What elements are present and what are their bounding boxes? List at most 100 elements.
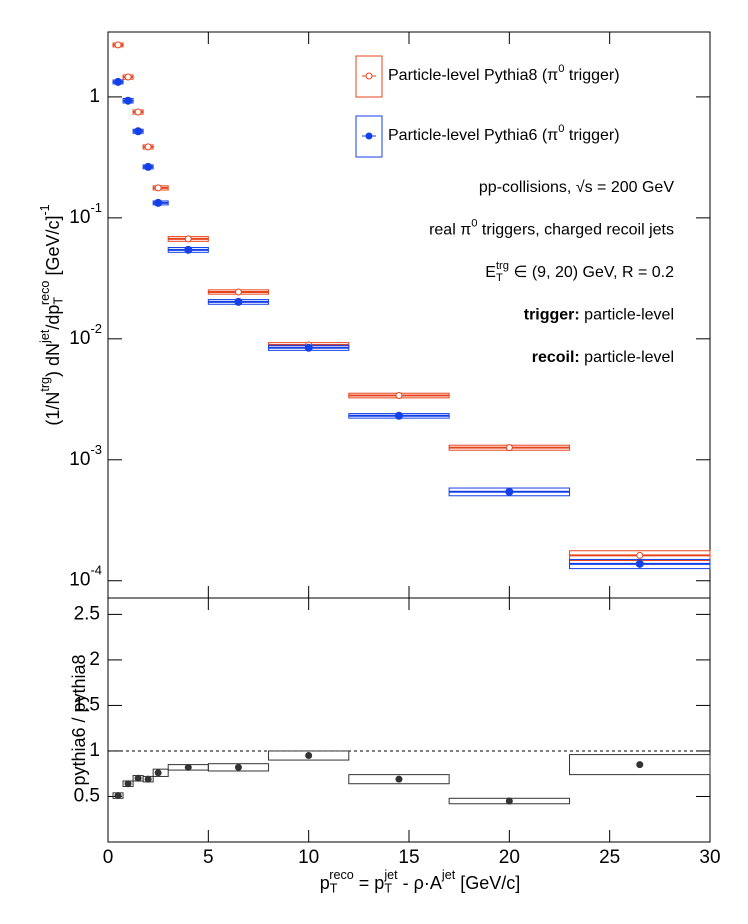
x-tick-label: 0 xyxy=(103,847,114,868)
text-run: trigger) xyxy=(564,67,619,84)
text-run: T xyxy=(330,882,338,896)
text-run: T xyxy=(496,272,503,284)
text-run: - ρ·A xyxy=(398,873,442,893)
text-run: E xyxy=(485,264,496,281)
marker xyxy=(134,774,142,782)
marker xyxy=(114,792,122,800)
rich-text: (1/Ntrg) dNjet/dpTreco [GeV/c]-1 xyxy=(38,204,66,425)
sys-box xyxy=(569,754,711,776)
sys-box xyxy=(268,750,350,761)
x-tick-label: 15 xyxy=(398,847,419,868)
marker xyxy=(304,343,313,352)
marker xyxy=(154,769,162,777)
marker xyxy=(636,761,644,769)
tick-base: 10 xyxy=(69,570,90,591)
marker xyxy=(635,559,644,568)
text-run: recoil: xyxy=(532,349,580,366)
marker xyxy=(184,245,193,254)
tick-exponent: -4 xyxy=(90,563,102,578)
rich-text: ETtrg ∈ (9, 20) GeV, R = 0.2 xyxy=(485,260,674,284)
y-tick-label: 0.5 xyxy=(74,785,100,806)
x-tick-label: 30 xyxy=(699,847,720,868)
text-run: pp-collisions, √s = 200 GeV xyxy=(479,179,674,196)
legend-box xyxy=(355,55,383,98)
rich-text: recoil: particle-level xyxy=(532,349,674,366)
text-run: trg xyxy=(38,377,52,392)
y-tick-label: 1 xyxy=(89,740,100,761)
text-run: real π xyxy=(429,222,471,239)
text-run: (1/N xyxy=(43,392,63,426)
text-run: T xyxy=(384,882,392,896)
marker xyxy=(144,143,152,151)
rich-text: pythia6 / pythia8 xyxy=(69,654,89,785)
text-run: T xyxy=(52,297,66,305)
text-run: trigger: xyxy=(524,307,580,324)
tick-exponent: -1 xyxy=(90,200,102,215)
sys-box xyxy=(152,768,169,777)
rich-text: pp-collisions, √s = 200 GeV xyxy=(479,179,674,196)
text-run: -1 xyxy=(38,204,52,215)
text-run: particle-level xyxy=(580,307,674,324)
text-run: jet xyxy=(38,329,52,344)
marker xyxy=(305,752,313,760)
tick-exponent: -3 xyxy=(90,442,102,457)
text-run: trigger) xyxy=(564,127,619,144)
marker xyxy=(114,41,122,49)
sys-box xyxy=(207,763,270,772)
marker xyxy=(395,775,403,783)
tick-base: 10 xyxy=(69,328,90,349)
y-tick-label: 10-3 xyxy=(69,442,102,470)
text-run: 0 xyxy=(558,63,564,75)
text-run: reco xyxy=(329,868,354,882)
y-tick-label: 10-4 xyxy=(69,563,102,591)
text-run: p xyxy=(320,873,330,893)
marker xyxy=(114,77,123,86)
text-run: ∈ (9, 20) GeV, R = 0.2 xyxy=(509,264,674,281)
text-run: ) dN xyxy=(43,343,63,377)
marker xyxy=(395,391,403,399)
rich-text: Particle-level Pythia6 (π0 trigger) xyxy=(388,123,620,144)
text-run: jet xyxy=(383,868,398,882)
marker xyxy=(134,108,142,116)
legend-marker xyxy=(365,72,373,80)
rich-text: pTreco = pTjet - ρ·Ajet [GeV/c] xyxy=(320,868,520,896)
text-run: 0 xyxy=(471,217,477,229)
text-run: trg xyxy=(496,260,509,272)
marker xyxy=(505,444,513,452)
marker xyxy=(394,411,403,420)
marker xyxy=(234,288,242,296)
marker xyxy=(134,127,143,136)
marker xyxy=(505,487,514,496)
text-run: triggers, charged recoil jets xyxy=(477,222,674,239)
marker xyxy=(184,763,192,771)
text-run: /dp xyxy=(43,305,63,330)
text-run: = p xyxy=(354,873,385,893)
y-tick-label: 10-1 xyxy=(69,200,102,228)
y-tick-label: 2.5 xyxy=(74,603,100,624)
marker xyxy=(234,763,242,771)
x-tick-label: 20 xyxy=(499,847,520,868)
legend-marker xyxy=(365,132,373,140)
tick-exponent: -2 xyxy=(90,321,102,336)
text-run: Particle-level Pythia6 (π xyxy=(388,127,558,144)
sys-box xyxy=(348,774,450,785)
marker xyxy=(124,73,132,81)
legend-box xyxy=(355,115,383,158)
text-run: [GeV/c] xyxy=(455,873,520,893)
text-run: Particle-level Pythia8 (π xyxy=(388,67,558,84)
y-tick-label: 2 xyxy=(89,649,100,670)
x-tick-label: 25 xyxy=(599,847,620,868)
text-run: particle-level xyxy=(580,349,674,366)
x-tick-label: 10 xyxy=(298,847,319,868)
rich-text: Particle-level Pythia8 (π0 trigger) xyxy=(388,63,620,84)
tick-base: 10 xyxy=(69,449,90,470)
tick-base: 10 xyxy=(69,207,90,228)
plot-frame xyxy=(107,597,711,843)
rich-text: trigger: particle-level xyxy=(524,307,674,324)
y-tick-label: 1.5 xyxy=(74,694,100,715)
marker xyxy=(124,780,132,788)
marker xyxy=(505,797,513,805)
marker xyxy=(144,162,153,171)
marker xyxy=(636,551,644,559)
